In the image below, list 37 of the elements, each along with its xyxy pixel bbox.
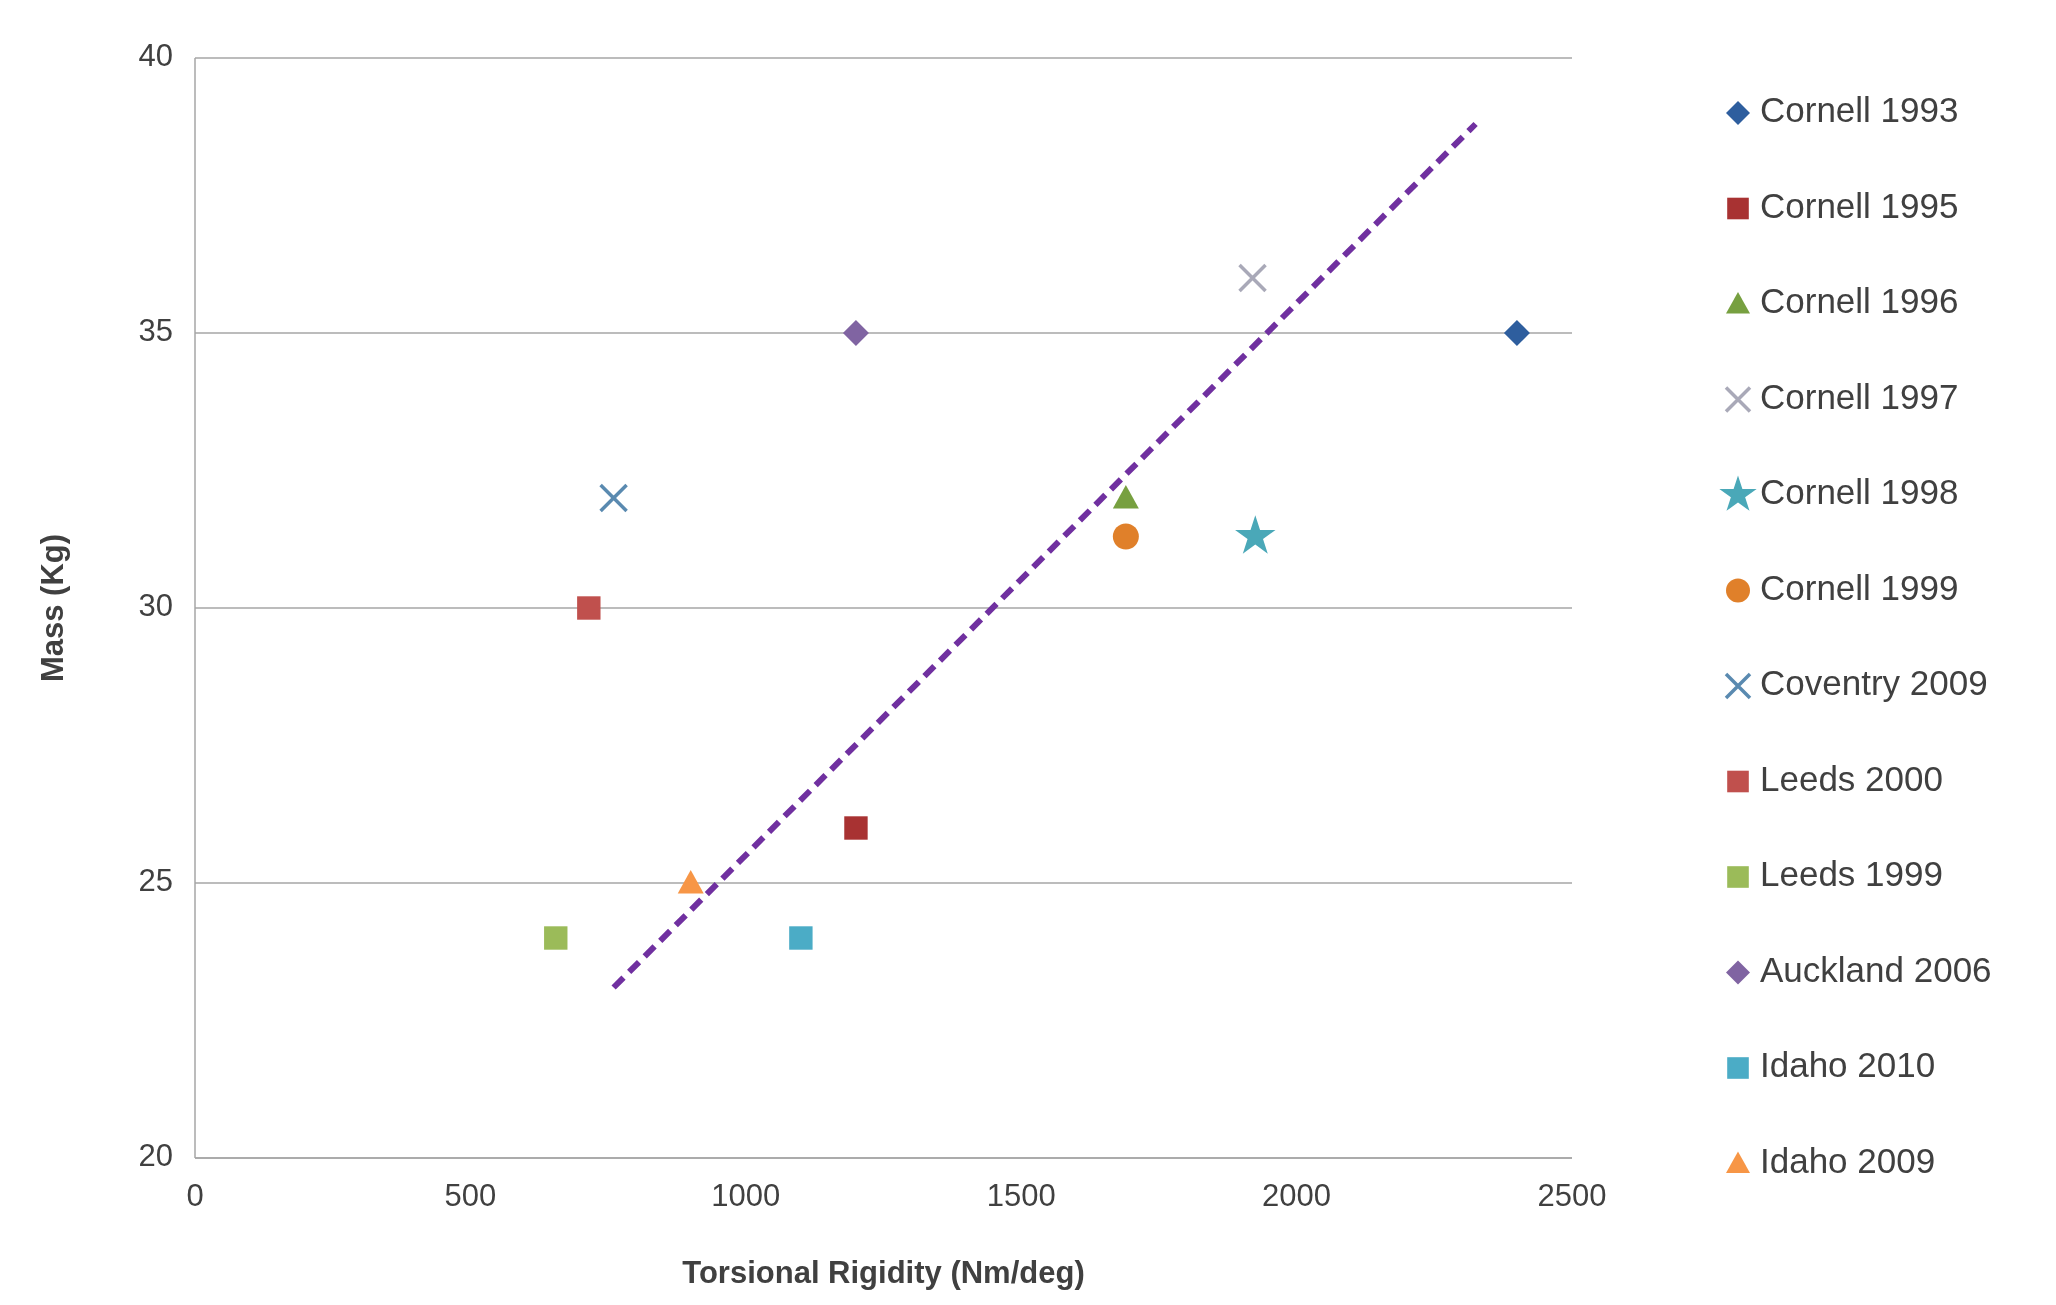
point — [544, 926, 568, 950]
point — [577, 596, 601, 620]
point — [1237, 263, 1268, 293]
point — [844, 816, 868, 840]
x-tick-label: 500 — [444, 1178, 497, 1213]
x-tick-label: 1500 — [986, 1178, 1056, 1213]
point — [677, 870, 704, 894]
point — [789, 926, 813, 950]
x-tick-label: 2000 — [1262, 1178, 1332, 1213]
legend-label: Idaho 2009 — [1760, 1140, 1936, 1180]
y-tick-label: 30 — [138, 588, 173, 624]
y-tick-label: 40 — [138, 38, 173, 74]
x-tick-label: 2500 — [1537, 1178, 1607, 1213]
legend-label: Cornell 1993 — [1760, 90, 1959, 130]
point — [598, 483, 629, 513]
legend-label: Idaho 2010 — [1760, 1045, 1936, 1085]
x-tick-label: 1000 — [711, 1178, 781, 1213]
legend-label: Leeds 2000 — [1760, 758, 1943, 798]
point — [1112, 523, 1139, 550]
legend-label: Auckland 2006 — [1760, 949, 1992, 989]
y-tick-label: 25 — [138, 863, 173, 899]
legend-label: Cornell 1998 — [1760, 472, 1959, 512]
legend-label: Cornell 1996 — [1760, 281, 1959, 321]
x-tick-label: 0 — [186, 1178, 204, 1213]
legend-label: Cornell 1997 — [1760, 376, 1959, 416]
point — [1235, 515, 1276, 554]
y-tick-label: 20 — [138, 1138, 173, 1174]
point — [1503, 320, 1530, 346]
legend-label: Coventry 2009 — [1760, 663, 1988, 703]
legend-label: Leeds 1999 — [1760, 854, 1943, 894]
legend-label: Cornell 1999 — [1760, 567, 1959, 607]
point — [842, 320, 869, 346]
y-tick-label: 35 — [138, 313, 173, 349]
y-axis-title: Mass (Kg) — [35, 533, 70, 683]
x-axis-title: Torsional Rigidity (Nm/deg) — [682, 1255, 1085, 1290]
point — [1112, 485, 1139, 509]
legend-label: Cornell 1995 — [1760, 185, 1959, 225]
